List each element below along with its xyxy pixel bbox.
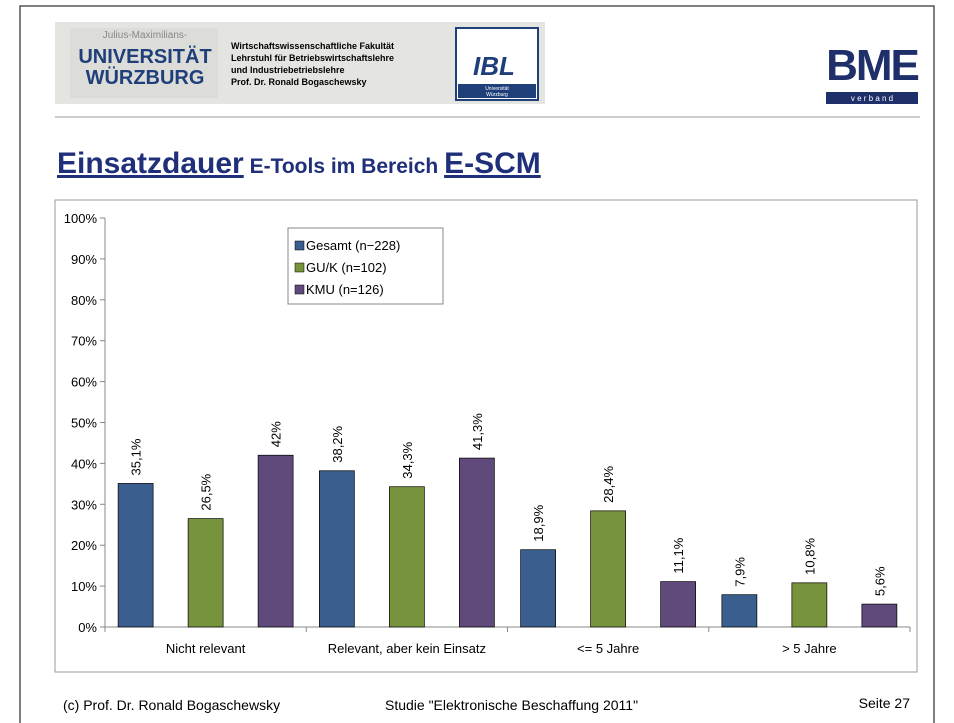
bar xyxy=(117,483,154,628)
faculty-line: Lehrstuhl für Betriebswirtschaftslehre xyxy=(231,53,394,63)
y-tick-label: 50% xyxy=(71,416,97,431)
uni-logo-bg xyxy=(70,28,218,98)
footer-right: Seite 27 xyxy=(859,695,911,711)
title-part: E-Tools im Bereich xyxy=(244,155,444,178)
legend-label: Gesamt (n−228) xyxy=(306,238,400,253)
uni-small: Julius-Maximilians- xyxy=(103,30,187,41)
data-label: 38,2% xyxy=(330,425,345,462)
data-label: 10,8% xyxy=(802,538,817,575)
bar xyxy=(257,454,294,628)
legend-swatch xyxy=(294,240,305,251)
x-tick-label: <= 5 Jahre xyxy=(577,641,639,656)
bar xyxy=(791,582,828,628)
bar xyxy=(187,518,224,628)
legend-swatch xyxy=(294,262,305,273)
title-part: E-SCM xyxy=(444,147,541,180)
y-tick-label: 0% xyxy=(78,620,97,635)
y-tick-label: 100% xyxy=(64,211,98,226)
data-label: 28,4% xyxy=(601,466,616,503)
bar xyxy=(660,581,696,628)
ibl-sub: Universität xyxy=(485,86,509,92)
data-label: 42% xyxy=(269,421,284,447)
footer-center: Studie "Elektronische Beschaffung 2011" xyxy=(385,697,638,713)
faculty-line: Wirtschaftswissenschaftliche Fakultät xyxy=(231,41,394,51)
footer-left: (c) Prof. Dr. Ronald Bogaschewsky xyxy=(63,697,280,713)
bme-bar xyxy=(826,92,918,104)
legend-label: KMU (n=126) xyxy=(306,282,384,297)
legend-label: GU/K (n=102) xyxy=(306,260,387,275)
data-label: 35,1% xyxy=(129,438,144,475)
y-tick-label: 10% xyxy=(71,579,97,594)
legend-box xyxy=(287,227,444,305)
y-tick-label: 20% xyxy=(71,538,97,553)
data-label: 7,9% xyxy=(732,557,747,587)
faculty-line: Prof. Dr. Ronald Bogaschewsky xyxy=(231,77,367,87)
bar xyxy=(590,510,626,628)
ibl-text: IBL xyxy=(473,51,515,81)
x-tick-label: Relevant, aber kein Einsatz xyxy=(328,641,486,656)
title-part: Einsatzdauer xyxy=(57,147,244,180)
bar xyxy=(520,549,556,628)
bar xyxy=(721,594,758,628)
bar xyxy=(861,603,898,628)
ibl-sub: Würzburg xyxy=(486,92,508,98)
bar xyxy=(459,457,495,628)
data-label: 26,5% xyxy=(199,473,214,510)
data-label: 34,3% xyxy=(400,441,415,478)
data-label: 11,1% xyxy=(671,537,686,573)
y-tick-label: 70% xyxy=(71,334,97,349)
x-tick-label: > 5 Jahre xyxy=(782,641,837,656)
bar xyxy=(319,470,355,628)
data-label: 18,9% xyxy=(531,504,546,541)
bar xyxy=(389,486,425,628)
y-tick-label: 40% xyxy=(71,456,97,471)
uni-line1: UNIVERSITÄT xyxy=(78,45,211,68)
y-tick-label: 90% xyxy=(71,252,97,267)
uni-line2: WÜRZBURG xyxy=(86,66,205,89)
y-tick-label: 30% xyxy=(71,497,97,512)
slide-title: Einsatzdauer E-Tools im Bereich E-SCM xyxy=(57,147,541,180)
legend-swatch xyxy=(294,284,305,295)
data-label: 41,3% xyxy=(470,413,485,450)
bme-logo: BME xyxy=(826,41,918,90)
y-tick-label: 60% xyxy=(71,375,97,390)
ibl-bar xyxy=(458,84,536,98)
y-tick-label: 80% xyxy=(71,293,97,308)
faculty-line: und Industriebetriebslehre xyxy=(231,65,345,75)
bme-sub: v e r b a n d xyxy=(851,94,893,103)
data-label: 5,6% xyxy=(872,566,887,596)
x-tick-label: Nicht relevant xyxy=(166,641,246,656)
